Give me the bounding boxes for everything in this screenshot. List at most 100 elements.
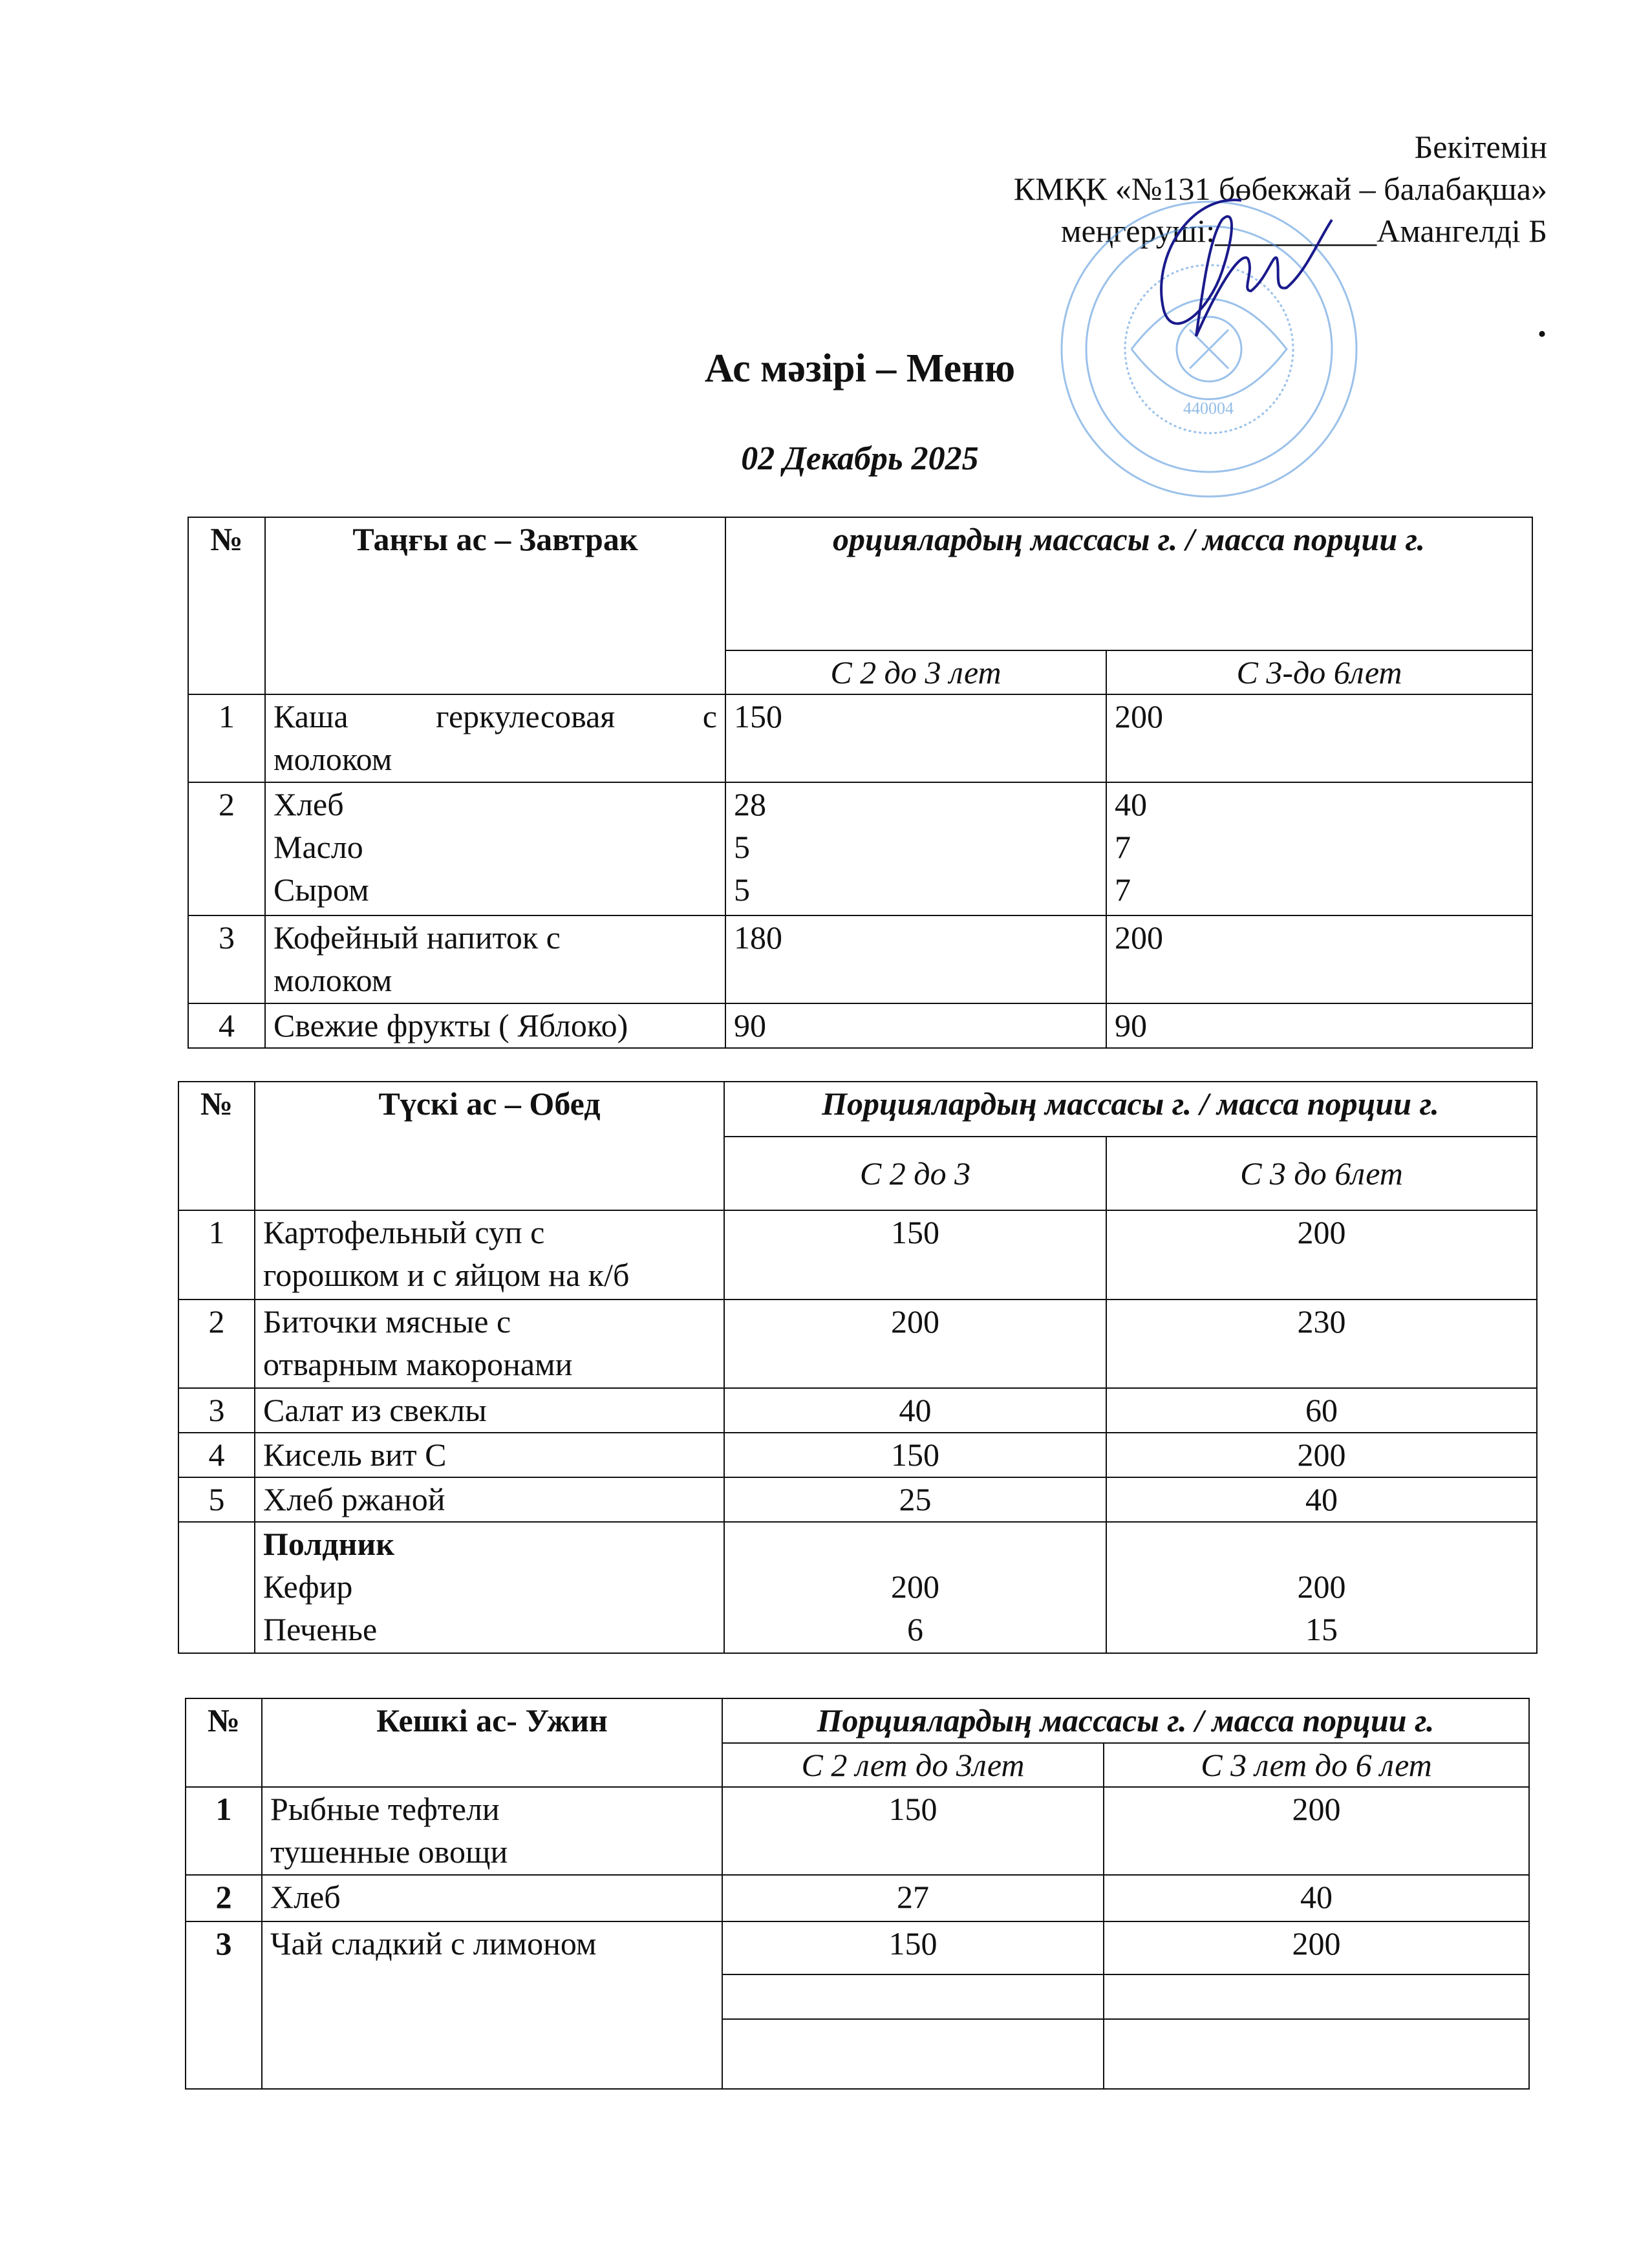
- portion-value: 150: [891, 1437, 939, 1473]
- portion-2-3: 150: [725, 694, 1107, 783]
- row-number: 5: [178, 1477, 255, 1523]
- dish-name: Каша геркулесовая с молоком: [264, 694, 726, 783]
- approval-line-approve: Бекітемін: [1414, 129, 1547, 165]
- portion-value: 200: [891, 1568, 939, 1605]
- portion-2-3: 150: [722, 1786, 1104, 1876]
- portion-value: 6: [907, 1611, 923, 1647]
- age-column-header: С 3 лет до 6 лет: [1103, 1742, 1530, 1788]
- dish-line: Салат из свеклы: [263, 1392, 487, 1428]
- portion-3-6: 40: [1103, 1874, 1530, 1922]
- official-stamp: 440004: [1060, 200, 1358, 498]
- dish-name: Полдник Кефир Печенье: [254, 1521, 725, 1654]
- approval-line-organization: КМҚК «№131 бөбекжай – балабақша»: [1013, 171, 1547, 207]
- portion-value: 200: [1292, 1791, 1341, 1827]
- dish-name: Хлеб: [261, 1874, 723, 1922]
- portion-3-6: 200: [1103, 1921, 1530, 1975]
- row-number: 3: [188, 915, 266, 1004]
- lunch-table: № Түскі ас – Обед Порциялардың массасы г. …: [178, 1081, 1538, 1654]
- portion-value: 200: [1292, 1925, 1341, 1962]
- row-number: 3: [185, 1921, 262, 2090]
- dish-line: Сыром: [273, 872, 369, 908]
- dish-name: Салат из свеклы: [254, 1387, 725, 1433]
- row-number: 1: [188, 694, 266, 783]
- table-row: 3 Салат из свеклы 40 60: [178, 1387, 1538, 1433]
- portion-3-6: 60: [1106, 1387, 1538, 1433]
- age-header-row: С 2 до 3 лет С 3-до 6лет: [188, 650, 1534, 695]
- head-name: Амангелді Б: [1377, 213, 1547, 249]
- row-number: 4: [188, 1003, 266, 1049]
- meal-title: Түскі ас – Обед: [254, 1081, 725, 1211]
- portion-value: 5: [734, 829, 750, 865]
- empty-value-row: [186, 1974, 1530, 2020]
- row-number: 1: [185, 1786, 262, 1876]
- portion-value: 150: [888, 1791, 938, 1827]
- portion-value: 90: [1115, 1007, 1147, 1043]
- approval-block: Бекітемін КМҚК «№131 бөбекжай – балабақш…: [1014, 126, 1547, 252]
- portion-value: 60: [1305, 1392, 1338, 1428]
- portion-header: Порциялардың массасы г. / масса порции г…: [722, 1698, 1530, 1744]
- number-header: №: [188, 517, 266, 695]
- row-number: 2: [185, 1874, 262, 1922]
- age-header-row: С 2 лет до 3лет С 3 лет до 6 лет: [186, 1742, 1530, 1788]
- dish-line: Рыбные тефтели: [270, 1791, 500, 1827]
- portion-value: 200: [1297, 1214, 1346, 1250]
- portion-2-3: 150: [722, 1921, 1104, 1975]
- dish-name: Хлеб Масло Сыром: [264, 782, 726, 916]
- meal-title: Кешкі ас- Ужин: [261, 1698, 723, 1788]
- dish-line: Каша геркулесовая с: [273, 698, 717, 734]
- portion-value: 200: [1115, 919, 1163, 956]
- portion-3-6: 230: [1106, 1299, 1538, 1389]
- dish-line: Биточки мясные с: [263, 1303, 511, 1340]
- dish-line: Кофейный напиток с: [273, 919, 561, 956]
- table-header-row: № Таңғы ас – Завтрак орциялардың массасы г…: [188, 517, 1534, 695]
- portion-value: 150: [891, 1214, 939, 1250]
- age-column-header: С 3-до 6лет: [1105, 650, 1534, 695]
- breakfast-table: № Таңғы ас – Завтрак орциялардың массасы г…: [188, 517, 1534, 1049]
- page-title: Ас мәзірі – Меню: [704, 347, 1016, 390]
- empty-value-row: [186, 2018, 1530, 2090]
- dish-line: Масло: [273, 829, 363, 865]
- table-row: 3 Кофейный напиток с молоком 180 200: [188, 915, 1534, 1004]
- table-row: 1 Картофельный суп с горошком и с яйцом на…: [178, 1210, 1538, 1300]
- dish-line: Чай сладкий с лимоном: [270, 1925, 597, 1962]
- portion-value: 28: [734, 786, 766, 822]
- empty-cell: [1103, 1974, 1530, 2020]
- portion-header: орциялардың массасы г. / масса порции г.: [724, 517, 1534, 651]
- portion-value: 7: [1115, 872, 1131, 908]
- portion-value: 230: [1297, 1303, 1346, 1340]
- portion-value: 150: [734, 698, 782, 734]
- dish-line: Кефир: [263, 1568, 353, 1605]
- portion-2-3: 25: [723, 1477, 1107, 1523]
- portion-value: 150: [888, 1925, 938, 1962]
- portion-value: 40: [1115, 786, 1147, 822]
- portion-value: 90: [734, 1007, 766, 1043]
- dish-line: Картофельный суп с: [263, 1214, 545, 1250]
- portion-3-6: 200: [1105, 915, 1534, 1004]
- dish-line: Свежие фрукты ( Яблоко): [273, 1007, 628, 1043]
- table-row: 4 Кисель вит С 150 200: [178, 1432, 1538, 1478]
- portion-2-3: 200 6: [723, 1521, 1107, 1654]
- table-row: 4 Свежие фрукты ( Яблоко) 90 90: [188, 1003, 1534, 1049]
- table-header-row: № Кешкі ас- Ужин Порциялардың массасы г. /…: [185, 1698, 1530, 1788]
- portion-value: 200: [891, 1303, 939, 1340]
- portion-2-3: 150: [723, 1432, 1107, 1478]
- empty-cell: [722, 2018, 1104, 2090]
- row-number: 4: [178, 1432, 255, 1478]
- portion-3-6: 200 15: [1106, 1521, 1538, 1654]
- row-number: 1: [178, 1210, 255, 1300]
- row-number: 2: [178, 1299, 255, 1389]
- table-row: 2 Биточки мясные с отварным макоронами 200 2…: [178, 1299, 1538, 1389]
- dish-line: Хлеб: [273, 786, 344, 822]
- dish-line: отварным макоронами: [263, 1346, 573, 1382]
- portion-value: 40: [1305, 1481, 1338, 1517]
- portion-value: 200: [1297, 1437, 1346, 1473]
- meal-title: Таңғы ас – Завтрак: [264, 517, 726, 695]
- table-header-row: № Түскі ас – Обед Порциялардың массасы г. …: [178, 1081, 1538, 1211]
- portion-value: 200: [1115, 698, 1163, 734]
- age-column-header: С 3 до 6лет: [1106, 1136, 1538, 1211]
- portion-2-3: 200: [723, 1299, 1107, 1389]
- portion-value: 200: [1297, 1568, 1346, 1605]
- number-header: №: [185, 1698, 262, 1788]
- age-column-header: С 2 лет до 3лет: [722, 1742, 1104, 1788]
